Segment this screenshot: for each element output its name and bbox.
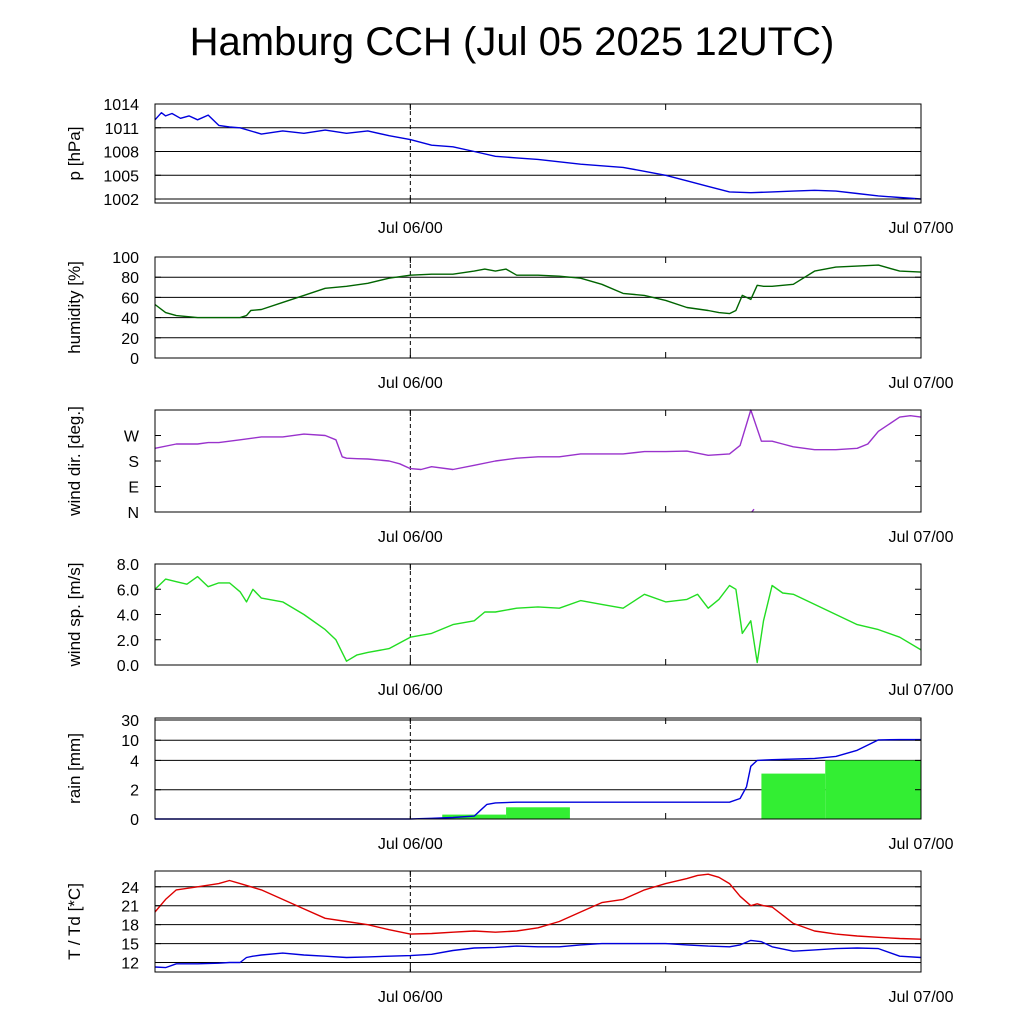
y-tick-label: 40 <box>121 311 139 328</box>
y-tick-label: S <box>128 454 139 471</box>
y-tick-label: 1002 <box>103 192 139 209</box>
y-tick-label: 15 <box>121 937 139 954</box>
x-tick-label: Jul 06/00 <box>378 529 443 546</box>
y-tick-label: N <box>127 505 139 522</box>
y-tick-label: 21 <box>121 899 139 916</box>
y-tick-label: 4.0 <box>117 608 139 625</box>
series-line <box>154 264 922 319</box>
y-tick-label: 10 <box>121 733 139 750</box>
y-axis-label: T / Td [*C] <box>65 883 84 960</box>
y-tick-label: 80 <box>121 270 139 287</box>
series-line <box>154 939 922 969</box>
y-tick-label: 60 <box>121 290 139 307</box>
y-tick-label: 1005 <box>103 168 139 185</box>
y-tick-label: 2 <box>130 783 139 800</box>
y-tick-label: W <box>124 429 140 446</box>
x-tick-label: Jul 07/00 <box>889 529 954 546</box>
series-line <box>154 873 922 940</box>
plot-frame <box>154 717 922 820</box>
series-line <box>154 409 922 471</box>
y-tick-label: 1008 <box>103 145 139 162</box>
y-tick-label: 6.0 <box>117 582 139 599</box>
y-tick-label: 0 <box>130 812 139 829</box>
x-tick-label: Jul 06/00 <box>378 220 443 237</box>
rain-bar <box>506 807 570 819</box>
x-tick-label: Jul 06/00 <box>378 375 443 392</box>
rain-bar <box>825 760 921 819</box>
y-tick-label: 30 <box>121 713 139 730</box>
panel-6: 12 15 18 21 24 Jul 06/00 Jul 07/00 T / Td [*C] <box>65 870 954 1006</box>
x-tick-label: Jul 07/00 <box>889 836 954 853</box>
y-tick-label: 1011 <box>105 121 140 138</box>
series-line <box>155 738 921 820</box>
y-axis-label: humidity [%] <box>65 261 84 354</box>
y-tick-label: 0 <box>130 351 139 368</box>
plot-frame <box>154 563 922 666</box>
y-tick-label: 12 <box>121 956 139 973</box>
plot-frame <box>154 870 922 973</box>
x-tick-label: Jul 06/00 <box>378 836 443 853</box>
x-tick-label: Jul 07/00 <box>889 989 954 1006</box>
plot-frame <box>154 103 922 204</box>
y-axis-label: rain [mm] <box>65 733 84 804</box>
y-axis-label: wind dir. [deg.] <box>65 406 84 517</box>
panel-2: 0 20 40 60 80 100 Jul 06/00 Jul 07/00 humidity [… <box>65 250 954 392</box>
y-tick-label: 4 <box>130 753 139 770</box>
series-line <box>154 575 922 664</box>
x-tick-label: Jul 07/00 <box>889 220 954 237</box>
y-tick-label: E <box>128 480 139 497</box>
y-tick-label: 1014 <box>103 97 139 114</box>
y-tick-label: 20 <box>121 331 139 348</box>
plot-frame <box>154 256 922 359</box>
y-tick-label: 18 <box>121 918 139 935</box>
y-tick-label: 100 <box>112 250 139 267</box>
panel-1: 1014 1011 1008 1005 1002 Jul 06/00 Jul 07/00 p … <box>65 97 954 237</box>
panel-5: 0 2 4 10 30 Jul 06/00 Jul 07/00 rain [mm] <box>65 713 954 853</box>
x-tick-label: Jul 07/00 <box>889 375 954 392</box>
y-tick-label: 24 <box>121 880 139 897</box>
rain-bar <box>761 773 826 819</box>
x-tick-label: Jul 07/00 <box>889 682 954 699</box>
x-tick-label: Jul 06/00 <box>378 989 443 1006</box>
y-tick-label: 8.0 <box>117 557 139 574</box>
panel-4: 0.0 2.0 4.0 6.0 8.0 Jul 06/00 Jul 07/00 wind sp… <box>65 557 954 699</box>
y-tick-label: 2.0 <box>117 633 139 650</box>
x-tick-label: Jul 06/00 <box>378 682 443 699</box>
y-axis-label: wind sp. [m/s] <box>65 563 84 668</box>
y-tick-label: 0.0 <box>117 658 139 675</box>
plot-frame <box>154 409 922 513</box>
series-line <box>154 111 922 200</box>
y-axis-label: p [hPa] <box>65 127 84 181</box>
chart-title: Hamburg CCH (Jul 05 2025 12UTC) <box>189 20 835 64</box>
